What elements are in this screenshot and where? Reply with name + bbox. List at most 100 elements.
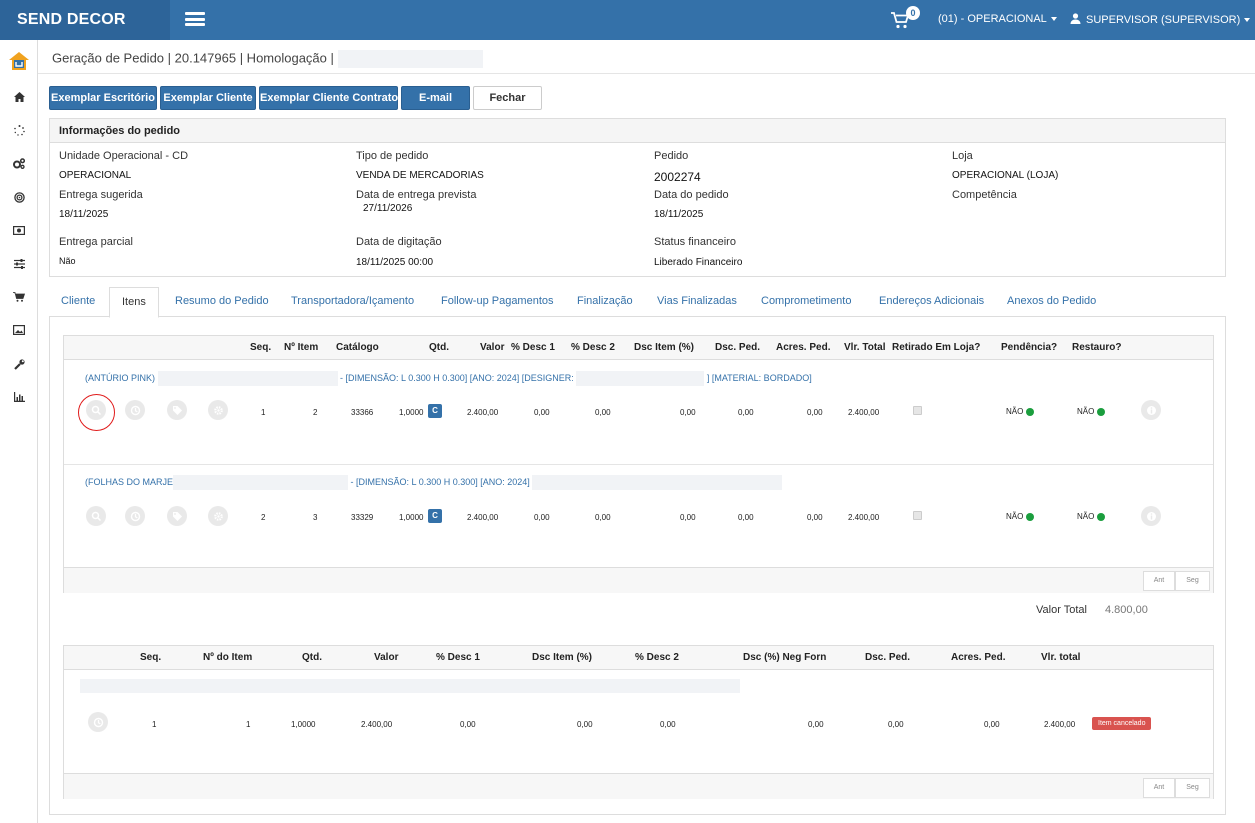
- shopping-cart-icon[interactable]: [10, 288, 28, 306]
- cell-desc2: 0,00: [595, 513, 611, 522]
- cell-valor: 2.400,00: [467, 513, 499, 522]
- image-icon[interactable]: [10, 321, 28, 339]
- valor-total-label: Valor Total: [1036, 604, 1087, 616]
- settings-button[interactable]: [208, 400, 228, 420]
- col-valor: Valor: [374, 652, 399, 663]
- pager-prev-button[interactable]: Ant: [1143, 778, 1175, 798]
- user-menu[interactable]: SUPERVISOR (SUPERVISOR): [1070, 13, 1251, 26]
- tab-comprometimento[interactable]: Comprometimento: [761, 295, 852, 307]
- gear-icon: [213, 405, 223, 415]
- info-button[interactable]: [1141, 400, 1161, 420]
- redacted-area: [576, 371, 705, 386]
- pager-next-button[interactable]: Seg: [1175, 778, 1210, 798]
- bar-chart-icon[interactable]: [10, 388, 28, 406]
- col-num-item: Nº do Item: [203, 652, 253, 663]
- restauro-status: NÃO: [1077, 407, 1106, 416]
- cell-seq: 2: [261, 513, 266, 522]
- cell-desc2: 0,00: [595, 408, 611, 417]
- email-button[interactable]: E-mail: [401, 86, 470, 110]
- breadcrumb: Geração de Pedido | 20.147965 | Homologa…: [52, 50, 483, 68]
- entrega-sugerida-label: Entrega sugerida: [59, 189, 143, 201]
- brand-logo[interactable]: SEND DECOR: [0, 0, 170, 40]
- tab-enderecos-adicionais[interactable]: Endereços Adicionais: [879, 295, 985, 307]
- pendencia-status: NÃO: [1006, 407, 1035, 416]
- exemplar-escritorio-button[interactable]: Exemplar Escritório: [49, 86, 157, 110]
- col-desc1: % Desc 1: [511, 342, 555, 353]
- tab-cliente[interactable]: Cliente: [61, 295, 96, 307]
- cell-desc1: 0,00: [460, 720, 476, 729]
- redacted-area: [532, 475, 783, 490]
- pager-prev-button[interactable]: Ant: [1143, 571, 1175, 591]
- history-button[interactable]: [125, 400, 145, 420]
- exemplar-cliente-contrato-button[interactable]: Exemplar Cliente Contrato: [259, 86, 398, 110]
- view-item-button[interactable]: [86, 506, 106, 526]
- tab-finalizacao[interactable]: Finalização: [577, 295, 633, 307]
- search-icon: [91, 511, 101, 521]
- data-digitacao-label: Data de digitação: [356, 236, 442, 248]
- item-attrs: - [DIMENSÃO: L 0.300 H 0.300] [ANO: 2024…: [340, 372, 574, 383]
- home-icon[interactable]: [10, 88, 28, 106]
- entrega-parcial-label: Entrega parcial: [59, 236, 133, 248]
- tag-icon: [172, 405, 182, 415]
- cart-button[interactable]: 0: [890, 6, 922, 32]
- c-button[interactable]: C: [428, 509, 442, 523]
- cell-num-item: 1: [246, 720, 251, 729]
- tag-button[interactable]: [167, 506, 187, 526]
- redacted-area: [80, 679, 740, 693]
- tab-resumo-pedido[interactable]: Resumo do Pedido: [175, 295, 269, 307]
- order-tabs: Cliente Itens Resumo do Pedido Transport…: [49, 287, 1226, 318]
- col-dsc-item: Dsc Item (%): [634, 342, 695, 353]
- item-name: (ANTÚRIO PINK): [85, 372, 156, 383]
- sidebar: [0, 40, 38, 823]
- money-icon[interactable]: [10, 221, 28, 239]
- cell-catalogo: 33329: [351, 513, 374, 522]
- tab-follow-up-pagamentos[interactable]: Follow-up Pagamentos: [441, 295, 554, 307]
- history-button[interactable]: [88, 712, 108, 732]
- fechar-button[interactable]: Fechar: [473, 86, 542, 110]
- history-button[interactable]: [125, 506, 145, 526]
- col-neg-forn: Dsc (%) Neg Forn: [743, 652, 827, 663]
- col-valor: Valor: [480, 342, 505, 353]
- loja-label: Loja: [952, 150, 973, 162]
- retirado-loja-checkbox[interactable]: [913, 406, 922, 415]
- tab-vias-finalizadas[interactable]: Vias Finalizadas: [657, 295, 737, 307]
- tab-anexos-pedido[interactable]: Anexos do Pedido: [1007, 295, 1097, 307]
- cell-dsc-ped: 0,00: [738, 408, 754, 417]
- unit-selector[interactable]: (01) - OPERACIONAL: [938, 13, 1057, 25]
- cell-valor: 2.400,00: [467, 408, 499, 417]
- cell-qtd: 1,0000: [291, 720, 316, 729]
- info-icon: [1146, 511, 1156, 521]
- col-acres-ped: Acres. Ped.: [776, 342, 831, 353]
- cell-qtd: 1,0000: [399, 513, 424, 522]
- tipo-pedido-label: Tipo de pedido: [356, 150, 429, 162]
- top-navbar: SEND DECOR 0 (01) - OPERACIONAL SUPERVIS…: [0, 0, 1255, 40]
- settings-button[interactable]: [208, 506, 228, 526]
- target-icon[interactable]: [10, 188, 28, 206]
- col-seq: Seq.: [250, 342, 272, 353]
- menu-toggle-icon[interactable]: [185, 12, 205, 26]
- restauro-status: NÃO: [1077, 512, 1106, 521]
- info-button[interactable]: [1141, 506, 1161, 526]
- status-dot-icon: [1026, 512, 1035, 521]
- gears-icon[interactable]: [10, 154, 28, 172]
- order-info-panel: Informações do pedido Unidade Operaciona…: [49, 118, 1226, 277]
- sliders-icon[interactable]: [10, 255, 28, 273]
- pager-next-button[interactable]: Seg: [1175, 571, 1210, 591]
- c-button[interactable]: C: [428, 404, 442, 418]
- items-table-header: Seq. Nº Item Catálogo Qtd. Valor % Desc …: [64, 336, 1213, 360]
- retirado-loja-checkbox[interactable]: [913, 511, 922, 520]
- tab-transportadora[interactable]: Transportadora/Içamento: [291, 295, 415, 307]
- spinner-icon[interactable]: [10, 121, 28, 139]
- app-logo-icon[interactable]: [8, 50, 30, 72]
- canceled-table-header: Seq. Nº do Item Qtd. Valor % Desc 1 Dsc …: [64, 646, 1213, 670]
- tab-itens[interactable]: Itens: [109, 287, 159, 318]
- col-desc1: % Desc 1: [436, 652, 480, 663]
- canceled-items-table: Seq. Nº do Item Qtd. Valor % Desc 1 Dsc …: [63, 645, 1214, 799]
- item-name: (FOLHAS DO MARJE: [85, 476, 174, 487]
- wrench-icon[interactable]: [10, 355, 28, 373]
- view-item-button[interactable]: [86, 400, 106, 420]
- user-menu-label: SUPERVISOR (SUPERVISOR): [1086, 14, 1241, 26]
- tag-button[interactable]: [167, 400, 187, 420]
- exemplar-cliente-button[interactable]: Exemplar Cliente: [160, 86, 256, 110]
- pendencia-status: NÃO: [1006, 512, 1035, 521]
